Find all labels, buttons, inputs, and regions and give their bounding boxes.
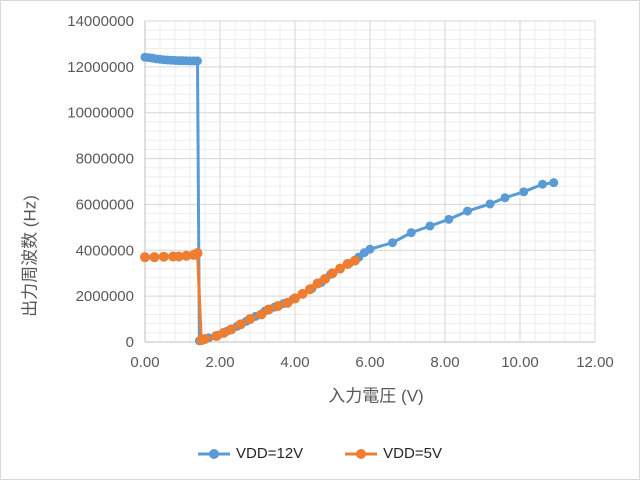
data-point-VDD=5V — [211, 331, 222, 342]
data-point-VDD=5V — [149, 252, 160, 263]
data-point-VDD=12V — [193, 56, 202, 66]
chart-legend: VDD=12V VDD=5V — [1, 445, 639, 462]
y-tick-label: 14000000 — [67, 13, 134, 30]
legend-item-vdd5[interactable]: VDD=5V — [345, 445, 442, 462]
data-point-VDD=5V — [297, 288, 308, 299]
data-point-VDD=5V — [273, 301, 284, 312]
data-point-VDD=12V — [406, 228, 416, 238]
y-tick-label: 2000000 — [76, 288, 134, 305]
data-point-VDD=12V — [519, 187, 529, 197]
x-tick-label: 12.00 — [576, 354, 614, 371]
data-point-VDD=12V — [500, 193, 510, 203]
data-point-VDD=5V — [335, 263, 345, 274]
legend-marker-vdd12 — [198, 448, 231, 459]
data-point-VDD=12V — [485, 199, 495, 209]
x-tick-label: 8.00 — [430, 354, 459, 371]
data-point-VDD=5V — [158, 251, 169, 262]
data-point-VDD=5V — [218, 327, 229, 338]
data-point-VDD=5V — [263, 304, 274, 315]
legend-item-vdd12[interactable]: VDD=12V — [198, 445, 303, 462]
legend-label-vdd12: VDD=12V — [236, 445, 304, 462]
x-tick-label: 4.00 — [280, 354, 309, 371]
data-point-VDD=5V — [235, 319, 246, 330]
y-tick-label: 10000000 — [67, 105, 134, 122]
data-point-VDD=5V — [173, 251, 184, 262]
series-VDD=12V[interactable] — [140, 52, 559, 346]
data-point-VDD=5V — [140, 252, 150, 263]
y-tick-label: 12000000 — [67, 59, 134, 76]
data-point-VDD=12V — [365, 244, 375, 254]
series-VDD=5V[interactable] — [140, 248, 360, 346]
data-point-VDD=5V — [312, 278, 323, 289]
y-tick-label: 8000000 — [76, 151, 134, 168]
data-point-VDD=5V — [282, 297, 293, 308]
y-tick-label: 6000000 — [76, 196, 134, 213]
x-tick-label: 2.00 — [205, 354, 234, 371]
data-point-VDD=5V — [290, 293, 300, 304]
y-tick-label: 4000000 — [76, 242, 134, 259]
data-point-VDD=5V — [181, 250, 192, 261]
x-tick-label: 0.00 — [130, 354, 159, 371]
x-tick-label: 6.00 — [355, 354, 384, 371]
data-point-VDD=5V — [226, 324, 237, 335]
series-line-VDD=12V — [143, 55, 556, 343]
data-point-VDD=5V — [320, 273, 330, 284]
y-axis-title: 出力周波数 (Hz) — [20, 195, 40, 317]
data-point-VDD=12V — [444, 214, 454, 224]
data-point-VDD=5V — [342, 259, 353, 270]
data-point-VDD=5V — [305, 284, 315, 295]
x-axis-title: 入力電圧 (V) — [328, 386, 424, 406]
data-point-VDD=5V — [192, 248, 203, 259]
data-point-VDD=5V — [245, 314, 255, 325]
legend-marker-vdd5 — [345, 448, 378, 459]
data-point-VDD=12V — [538, 179, 547, 189]
data-point-VDD=5V — [350, 255, 360, 266]
data-point-VDD=12V — [425, 221, 435, 231]
data-point-VDD=12V — [549, 178, 559, 188]
data-point-VDD=5V — [200, 334, 210, 345]
x-tick-label: 10.00 — [501, 354, 539, 371]
data-point-VDD=12V — [463, 206, 472, 216]
data-point-VDD=5V — [327, 268, 338, 279]
data-point-VDD=5V — [256, 309, 267, 320]
data-point-VDD=12V — [388, 238, 397, 248]
legend-label-vdd5: VDD=5V — [383, 445, 442, 462]
y-tick-label: 0 — [126, 334, 134, 351]
